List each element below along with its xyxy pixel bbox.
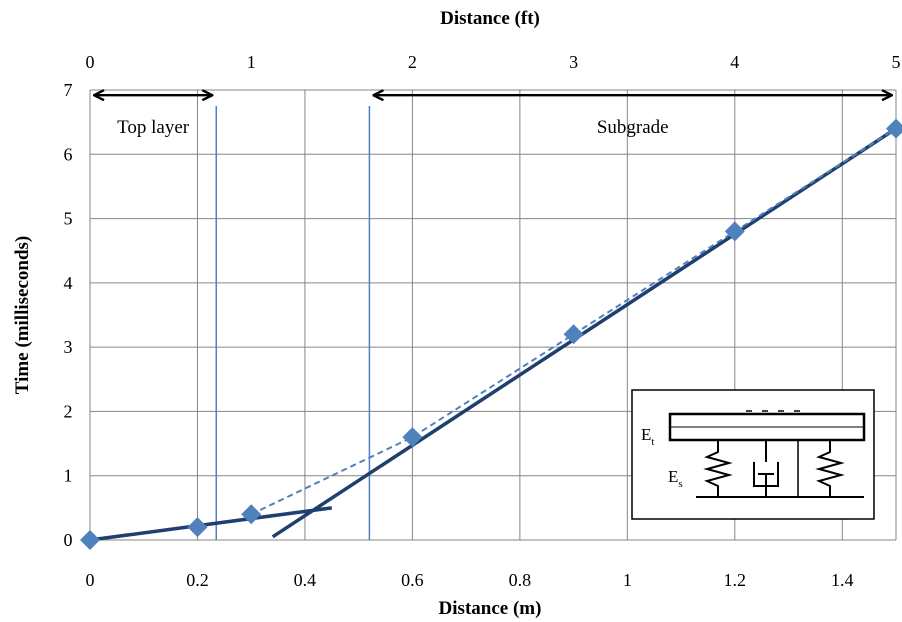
data-markers xyxy=(80,118,902,550)
layer-boundaries xyxy=(215,106,371,540)
y-tick-label-6: 6 xyxy=(64,144,73,164)
y-tick-label-5: 5 xyxy=(64,209,73,229)
top-x-axis-title: Distance (ft) xyxy=(440,8,540,29)
x-tick-label-3: 0.6 xyxy=(401,570,424,590)
data-point-3 xyxy=(402,427,423,448)
x-tick-label-1: 0.2 xyxy=(186,570,209,590)
top-x-tick-label-4: 4 xyxy=(730,52,739,72)
data-point-6 xyxy=(886,118,902,139)
x-tick-label-2: 0.4 xyxy=(294,570,317,590)
x-tick-labels: 0 0.2 0.4 0.6 0.8 1 1.2 1.4 xyxy=(86,570,854,590)
y-tick-label-1: 1 xyxy=(64,466,73,486)
data-point-2 xyxy=(241,504,262,525)
top-x-tick-label-5: 5 xyxy=(892,52,901,72)
fit-line-2 xyxy=(271,127,897,539)
top-x-tick-label-0: 0 xyxy=(86,52,95,72)
plot-frame xyxy=(89,90,897,541)
x-axis-title: Distance (m) xyxy=(439,598,542,619)
region-label-1: Subgrade xyxy=(597,117,669,138)
top-x-tick-label-2: 2 xyxy=(408,52,417,72)
y-tick-labels: 0 1 2 3 4 5 6 7 xyxy=(64,80,73,550)
y-tick-label-4: 4 xyxy=(64,273,73,293)
fit-curve-dashed-3 xyxy=(250,127,897,516)
x-tick-label-7: 1.4 xyxy=(831,570,854,590)
y-axis-title: Time (milliseconds) xyxy=(12,236,33,395)
spring-model-inset: Et Es xyxy=(631,389,875,520)
y-tick-label-7: 7 xyxy=(64,80,73,100)
x-tick-label-6: 1.2 xyxy=(724,570,747,590)
x-tick-label-5: 1 xyxy=(623,570,632,590)
y-tick-label-3: 3 xyxy=(64,337,73,357)
data-point-4 xyxy=(563,324,584,345)
top-x-tick-label-3: 3 xyxy=(569,52,578,72)
top-x-tick-labels: 0 1 2 3 4 5 xyxy=(86,52,901,72)
region-label-0: Top layer xyxy=(117,117,190,138)
region-annotations: Top layer Subgrade xyxy=(94,95,892,138)
inset-subgrade-label: Es xyxy=(668,467,683,490)
top-x-tick-label-1: 1 xyxy=(247,52,256,72)
series-lines xyxy=(89,127,897,542)
inset-top-layer-label: Et xyxy=(641,425,654,448)
y-tick-label-2: 2 xyxy=(64,401,73,421)
data-point-0 xyxy=(80,530,100,550)
y-tick-label-0: 0 xyxy=(64,530,73,550)
data-point-1 xyxy=(187,517,208,538)
data-point-5 xyxy=(724,221,745,242)
fit-line-1 xyxy=(89,506,333,542)
x-tick-label-4: 0.8 xyxy=(509,570,532,590)
x-tick-label-0: 0 xyxy=(86,570,95,590)
